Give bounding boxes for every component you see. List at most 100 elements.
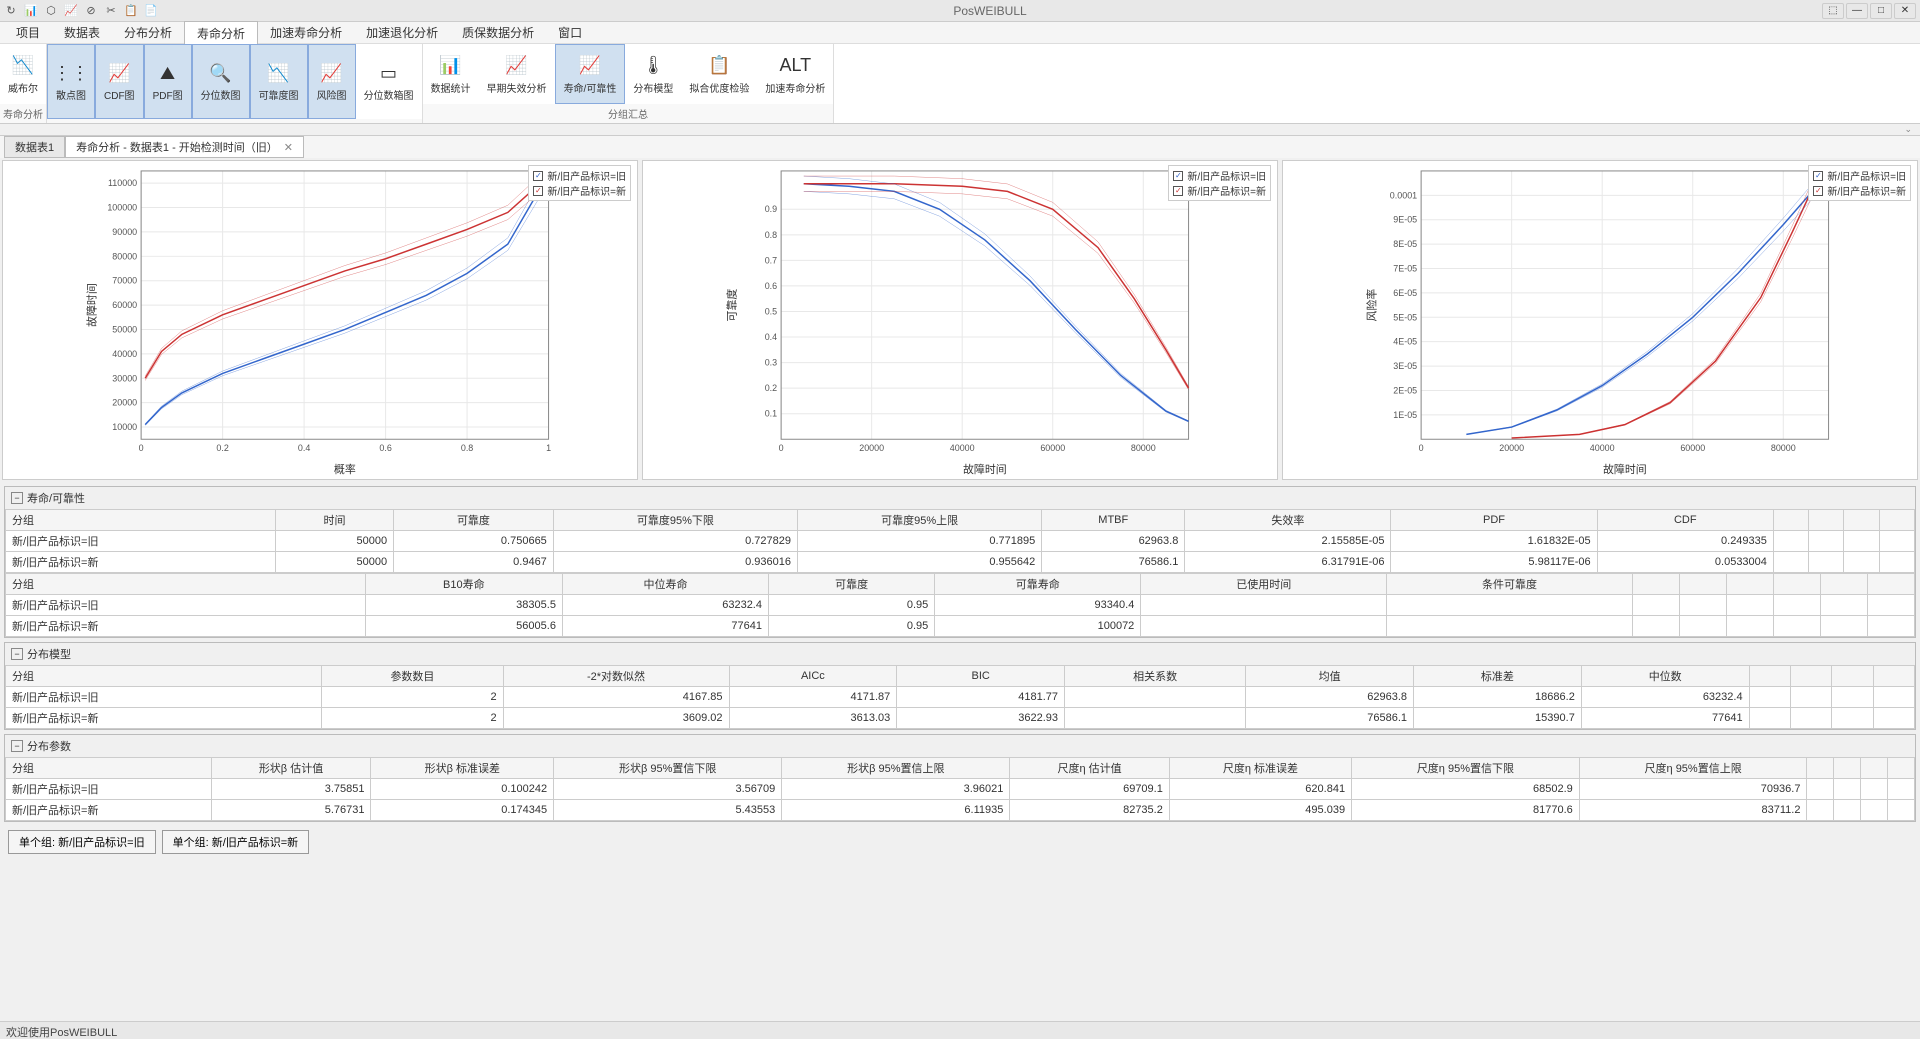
doc-tab[interactable]: 寿命分析 - 数据表1 - 开始检测时间（旧）✕ xyxy=(65,136,304,158)
qa-icon[interactable]: ✂ xyxy=(104,4,118,18)
svg-text:60000: 60000 xyxy=(1680,443,1705,453)
table-cell: 56005.6 xyxy=(365,616,562,637)
ribbon-btn-寿命/可靠性[interactable]: 📈寿命/可靠性 xyxy=(555,44,626,104)
ribbon-btn-可靠度图[interactable]: 📉可靠度图 xyxy=(250,44,308,119)
table-header: 尺度η 95%置信上限 xyxy=(1579,758,1807,779)
svg-text:0.4: 0.4 xyxy=(298,443,310,453)
table-cell: 50000 xyxy=(275,552,393,573)
qa-icon[interactable]: ⊘ xyxy=(84,4,98,18)
table-header: 可靠度95%下限 xyxy=(553,510,797,531)
legend-label: 新/旧产品标识=新 xyxy=(547,183,626,198)
ribbon-btn-散点图[interactable]: ⋮⋮散点图 xyxy=(47,44,95,119)
chart-legend: ✓新/旧产品标识=旧✓新/旧产品标识=新 xyxy=(1168,165,1271,201)
menu-项目[interactable]: 项目 xyxy=(4,21,52,44)
ribbon-btn-PDF图[interactable]: ⛰PDF图 xyxy=(144,44,192,119)
section-header[interactable]: − 分布模型 xyxy=(5,643,1915,665)
window-controls: ⬚—□✕ xyxy=(1822,3,1916,19)
ribbon-btn-威布尔[interactable]: 📉威布尔 xyxy=(0,44,46,104)
ribbon-btn-数据统计[interactable]: 📊数据统计 xyxy=(423,44,479,104)
section-header[interactable]: − 分布参数 xyxy=(5,735,1915,757)
svg-text:可靠度: 可靠度 xyxy=(724,289,738,322)
svg-text:9E-05: 9E-05 xyxy=(1393,215,1417,225)
legend-item[interactable]: ✓新/旧产品标识=旧 xyxy=(1813,168,1906,183)
分位数图-icon: 🔍 xyxy=(209,61,233,85)
table-cell: 0.95 xyxy=(768,595,934,616)
window-control[interactable]: □ xyxy=(1870,3,1892,19)
window-control[interactable]: ⬚ xyxy=(1822,3,1844,19)
svg-text:80000: 80000 xyxy=(1131,443,1156,453)
window-control[interactable]: ✕ xyxy=(1894,3,1916,19)
legend-item[interactable]: ✓新/旧产品标识=新 xyxy=(533,183,626,198)
ribbon-expand[interactable]: ⌄ xyxy=(0,124,1920,136)
table-dist-params: 分组形状β 估计值形状β 标准误差形状β 95%置信下限形状β 95%置信上限尺… xyxy=(5,757,1915,821)
group-buttons: 单个组: 新/旧产品标识=旧单个组: 新/旧产品标识=新 xyxy=(4,826,1916,858)
svg-text:40000: 40000 xyxy=(1590,443,1615,453)
menu-寿命分析[interactable]: 寿命分析 xyxy=(184,21,258,45)
menu-窗口[interactable]: 窗口 xyxy=(546,21,594,44)
ribbon-btn-加速寿命分析[interactable]: ALT加速寿命分析 xyxy=(757,44,833,104)
doc-tab[interactable]: 数据表1 xyxy=(4,136,65,158)
section-distribution-model: − 分布模型 分组参数数目-2*对数似然AICcBIC相关系数均值标准差中位数新… xyxy=(4,642,1916,730)
collapse-icon[interactable]: − xyxy=(11,740,23,752)
qa-icon[interactable]: 📈 xyxy=(64,4,78,18)
svg-text:110000: 110000 xyxy=(108,178,137,188)
svg-text:0.7: 0.7 xyxy=(765,255,777,265)
svg-text:风险率: 风险率 xyxy=(1364,289,1378,322)
table-cell: 新/旧产品标识=新 xyxy=(6,708,322,729)
section-title: 寿命/可靠性 xyxy=(27,490,85,506)
ribbon-btn-分位数图[interactable]: 🔍分位数图 xyxy=(192,44,250,119)
close-icon[interactable]: ✕ xyxy=(284,141,293,154)
table-cell: 新/旧产品标识=新 xyxy=(6,800,212,821)
menu-分布分析[interactable]: 分布分析 xyxy=(112,21,184,44)
svg-text:0.9: 0.9 xyxy=(765,204,777,214)
svg-text:0.0001: 0.0001 xyxy=(1390,190,1417,200)
ribbon-btn-分布模型[interactable]: 🌡分布模型 xyxy=(625,44,681,104)
chart-hazard: 1E-052E-053E-054E-055E-056E-057E-058E-05… xyxy=(1282,160,1918,480)
qa-icon[interactable]: 📋 xyxy=(124,4,138,18)
ribbon-btn-分位数箱图[interactable]: ▭分位数箱图 xyxy=(356,44,422,119)
legend-item[interactable]: ✓新/旧产品标识=新 xyxy=(1813,183,1906,198)
section-header[interactable]: − 寿命/可靠性 xyxy=(5,487,1915,509)
table-cell: 新/旧产品标识=新 xyxy=(6,616,366,637)
svg-text:0: 0 xyxy=(1419,443,1424,453)
qa-icon[interactable]: 📊 xyxy=(24,4,38,18)
group-filter-button[interactable]: 单个组: 新/旧产品标识=新 xyxy=(162,830,310,854)
ribbon-btn-风险图[interactable]: 📈风险图 xyxy=(308,44,356,119)
table-row: 新/旧产品标识=新5.767310.1743455.435536.1193582… xyxy=(6,800,1915,821)
ribbon-btn-CDF图[interactable]: 📈CDF图 xyxy=(95,44,144,119)
collapse-icon[interactable]: − xyxy=(11,492,23,504)
ribbon-btn-拟合优度检验[interactable]: 📋拟合优度检验 xyxy=(681,44,757,104)
menubar: 项目数据表分布分析寿命分析加速寿命分析加速退化分析质保数据分析窗口 xyxy=(0,22,1920,44)
svg-text:0.2: 0.2 xyxy=(765,383,777,393)
menu-加速寿命分析[interactable]: 加速寿命分析 xyxy=(258,21,354,44)
svg-text:3E-05: 3E-05 xyxy=(1393,361,1417,371)
svg-text:故障时间: 故障时间 xyxy=(1603,462,1647,476)
qa-icon[interactable]: 📄 xyxy=(144,4,158,18)
ribbon-btn-早期失效分析[interactable]: 📈早期失效分析 xyxy=(479,44,555,104)
table-header: 分组 xyxy=(6,758,212,779)
数据统计-icon: 📊 xyxy=(439,54,463,78)
legend-item[interactable]: ✓新/旧产品标识=旧 xyxy=(533,168,626,183)
content-area: 1000020000300004000050000600007000080000… xyxy=(0,158,1920,1017)
menu-质保数据分析[interactable]: 质保数据分析 xyxy=(450,21,546,44)
qa-icon[interactable]: ↻ xyxy=(4,4,18,18)
group-filter-button[interactable]: 单个组: 新/旧产品标识=旧 xyxy=(8,830,156,854)
menu-数据表[interactable]: 数据表 xyxy=(52,21,112,44)
legend-item[interactable]: ✓新/旧产品标识=旧 xyxy=(1173,168,1266,183)
collapse-icon[interactable]: − xyxy=(11,648,23,660)
window-control[interactable]: — xyxy=(1846,3,1868,19)
拟合优度检验-icon: 📋 xyxy=(707,54,731,78)
qa-icon[interactable]: ⬡ xyxy=(44,4,58,18)
menu-加速退化分析[interactable]: 加速退化分析 xyxy=(354,21,450,44)
table-header: 可靠度95%上限 xyxy=(798,510,1042,531)
svg-text:0: 0 xyxy=(779,443,784,453)
svg-text:6E-05: 6E-05 xyxy=(1393,288,1417,298)
svg-text:0.3: 0.3 xyxy=(765,358,777,368)
table-cell xyxy=(1387,595,1633,616)
legend-label: 新/旧产品标识=新 xyxy=(1827,183,1906,198)
legend-item[interactable]: ✓新/旧产品标识=新 xyxy=(1173,183,1266,198)
svg-text:60000: 60000 xyxy=(1040,443,1065,453)
svg-text:0.6: 0.6 xyxy=(379,443,391,453)
table-cell: 0.9467 xyxy=(394,552,554,573)
table-cell: 4167.85 xyxy=(503,687,729,708)
